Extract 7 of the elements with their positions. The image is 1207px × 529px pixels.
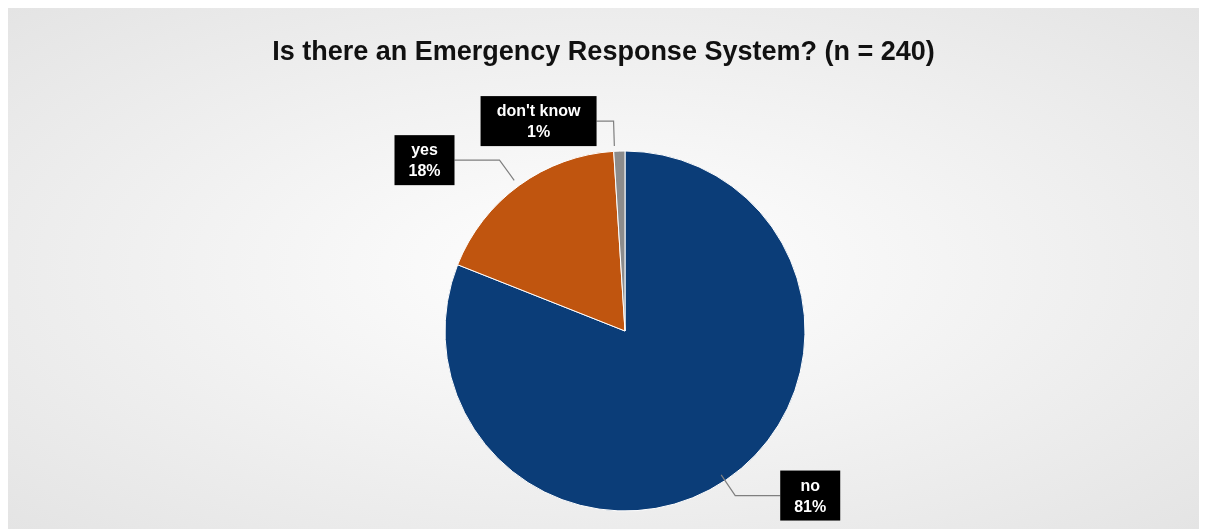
data-label: 81%	[794, 497, 827, 515]
chart-title: Is there an Emergency Response System? (n = 240)	[271, 36, 936, 67]
slice-label: no	[800, 476, 821, 494]
data-label: 18%	[408, 162, 441, 180]
slice-label: yes	[411, 141, 438, 159]
data-label: 1%	[527, 123, 551, 141]
slice-label: don't know	[496, 102, 582, 120]
